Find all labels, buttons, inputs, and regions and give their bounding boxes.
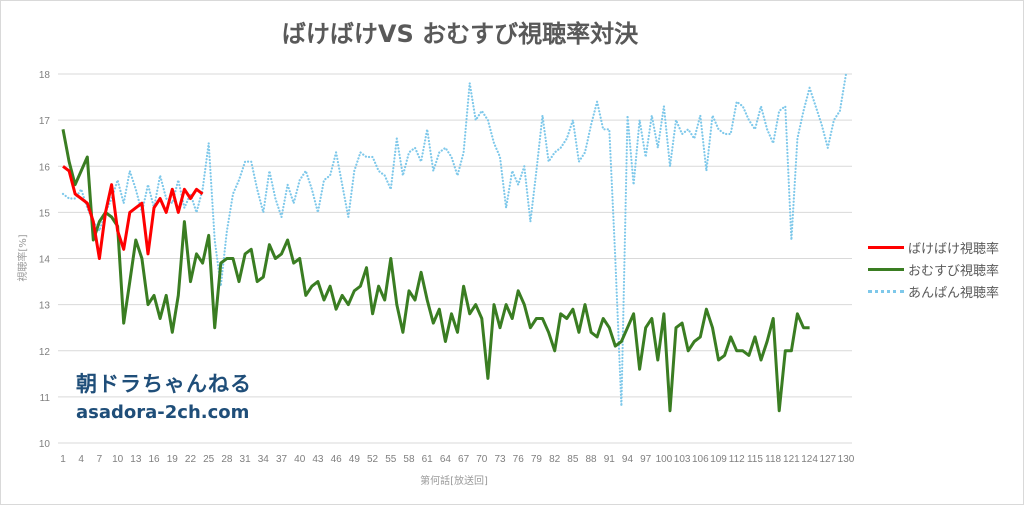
y-axis-ticks: 10 11 12 13 14 15 16 17 18	[39, 70, 51, 450]
legend-label: あんぱん視聴率	[908, 285, 1000, 301]
y-axis-title: 視聴率[%]	[16, 234, 29, 281]
x-tick-label: 100	[656, 454, 673, 465]
x-axis-ticks: 1 4 7 10 13 16 19 22 25 28 31 34 37 40 43 46 49 52 55 58 61 6…	[60, 454, 855, 465]
y-tick-label: 10	[39, 439, 51, 450]
x-tick-label: 64	[440, 454, 452, 465]
legend-item-omusubi: おむすび視聴率	[868, 258, 999, 280]
x-tick-label: 79	[531, 454, 543, 465]
x-tick-label: 10	[112, 454, 124, 465]
series-line-2	[61, 72, 848, 408]
x-tick-label: 70	[476, 454, 488, 465]
x-tick-label: 124	[801, 454, 818, 465]
x-tick-label: 82	[549, 454, 561, 465]
x-tick-label: 73	[494, 454, 506, 465]
legend-swatch-blue-dotted-line-icon	[868, 289, 904, 293]
x-tick-label: 130	[838, 454, 855, 465]
x-tick-label: 40	[294, 454, 306, 465]
x-tick-label: 16	[148, 454, 160, 465]
x-tick-label: 55	[385, 454, 397, 465]
y-tick-label: 16	[39, 162, 51, 173]
legend-label: おむすび視聴率	[908, 263, 1000, 279]
x-tick-label: 43	[312, 454, 324, 465]
legend-swatch-red-line-icon	[868, 245, 904, 249]
y-tick-label: 17	[39, 116, 51, 127]
legend-item-anpan: あんぱん視聴率	[868, 280, 999, 302]
x-tick-label: 115	[747, 454, 763, 465]
y-tick-label: 13	[39, 301, 51, 312]
x-tick-label: 46	[331, 454, 343, 465]
x-tick-label: 34	[258, 454, 270, 465]
x-tick-label: 97	[640, 454, 652, 465]
y-tick-label: 15	[39, 208, 51, 219]
y-tick-label: 14	[39, 255, 51, 266]
series-line-0	[62, 165, 204, 260]
x-axis-title: 第何話[放送回]	[420, 474, 488, 487]
x-tick-label: 118	[765, 454, 781, 465]
x-tick-label: 61	[422, 454, 434, 465]
y-tick-label: 11	[40, 393, 51, 404]
watermark-site-name: 朝ドラちゃんねる	[76, 372, 252, 396]
x-tick-label: 94	[622, 454, 634, 465]
x-tick-label: 19	[167, 454, 179, 465]
x-tick-label: 88	[586, 454, 598, 465]
x-tick-label: 127	[819, 454, 836, 465]
y-tick-label: 18	[39, 70, 51, 81]
x-tick-label: 85	[567, 454, 579, 465]
legend: ばけばけ視聴率 おむすび視聴率 あんぱん視聴率	[868, 236, 999, 302]
x-tick-label: 112	[729, 454, 745, 465]
x-tick-label: 67	[458, 454, 470, 465]
x-tick-label: 22	[185, 454, 197, 465]
x-tick-label: 106	[692, 454, 709, 465]
x-tick-label: 13	[130, 454, 142, 465]
x-tick-label: 25	[203, 454, 215, 465]
x-tick-label: 28	[221, 454, 233, 465]
x-tick-label: 91	[604, 454, 616, 465]
x-tick-label: 103	[674, 454, 691, 465]
legend-label: ばけばけ視聴率	[908, 241, 1000, 257]
x-tick-label: 76	[513, 454, 525, 465]
legend-swatch-green-line-icon	[868, 267, 904, 271]
x-tick-label: 49	[349, 454, 361, 465]
watermark-url: asadora-2ch.com	[76, 402, 250, 423]
chart-title: ばけばけVS おむすび視聴率対決	[281, 20, 639, 48]
x-tick-label: 31	[240, 454, 252, 465]
x-tick-label: 109	[710, 454, 727, 465]
legend-item-bakebake: ばけばけ視聴率	[868, 236, 999, 258]
x-tick-label: 52	[367, 454, 379, 465]
x-tick-label: 121	[783, 454, 800, 465]
x-tick-label: 1	[60, 454, 66, 465]
series-line-1	[61, 129, 810, 413]
x-tick-label: 4	[78, 454, 84, 465]
y-tick-label: 12	[39, 347, 51, 358]
x-tick-label: 7	[97, 454, 103, 465]
x-tick-label: 37	[276, 454, 288, 465]
x-tick-label: 58	[403, 454, 415, 465]
series-lines	[61, 72, 848, 413]
